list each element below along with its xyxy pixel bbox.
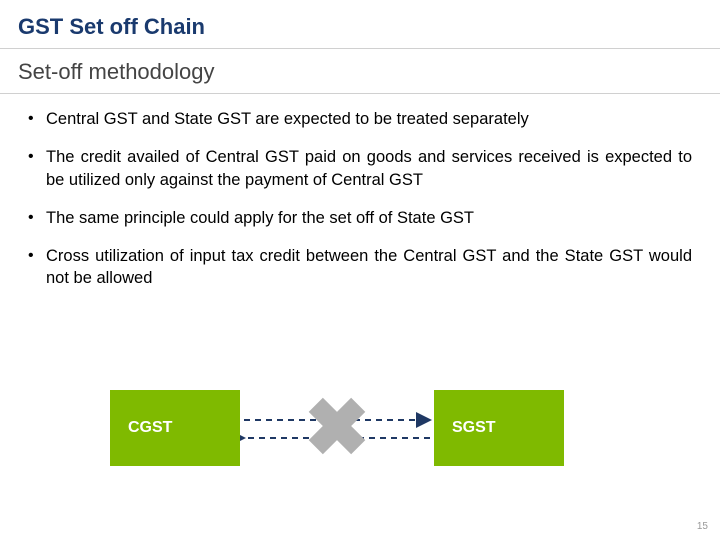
bullet-text: Central GST and State GST are expected t… <box>46 108 692 130</box>
sgst-label: SGST <box>452 419 496 437</box>
sgst-box: SGST <box>434 390 564 466</box>
list-item: • The same principle could apply for the… <box>28 207 692 229</box>
bullet-text: The same principle could apply for the s… <box>46 207 692 229</box>
list-item: • The credit availed of Central GST paid… <box>28 146 692 191</box>
bullet-dot: • <box>28 245 46 290</box>
cgst-label: CGST <box>128 419 172 437</box>
page-subtitle: Set-off methodology <box>0 49 720 93</box>
setoff-diagram: CGST SGST <box>0 382 720 482</box>
bullet-list: • Central GST and State GST are expected… <box>0 94 720 290</box>
bullet-text: The credit availed of Central GST paid o… <box>46 146 692 191</box>
bullet-text: Cross utilization of input tax credit be… <box>46 245 692 290</box>
bullet-dot: • <box>28 108 46 130</box>
bullet-dot: • <box>28 146 46 191</box>
list-item: • Cross utilization of input tax credit … <box>28 245 692 290</box>
page-number: 15 <box>697 521 708 532</box>
bullet-dot: • <box>28 207 46 229</box>
cgst-box: CGST <box>110 390 240 466</box>
list-item: • Central GST and State GST are expected… <box>28 108 692 130</box>
page-title: GST Set off Chain <box>0 0 720 48</box>
not-allowed-cross-icon <box>305 394 369 458</box>
